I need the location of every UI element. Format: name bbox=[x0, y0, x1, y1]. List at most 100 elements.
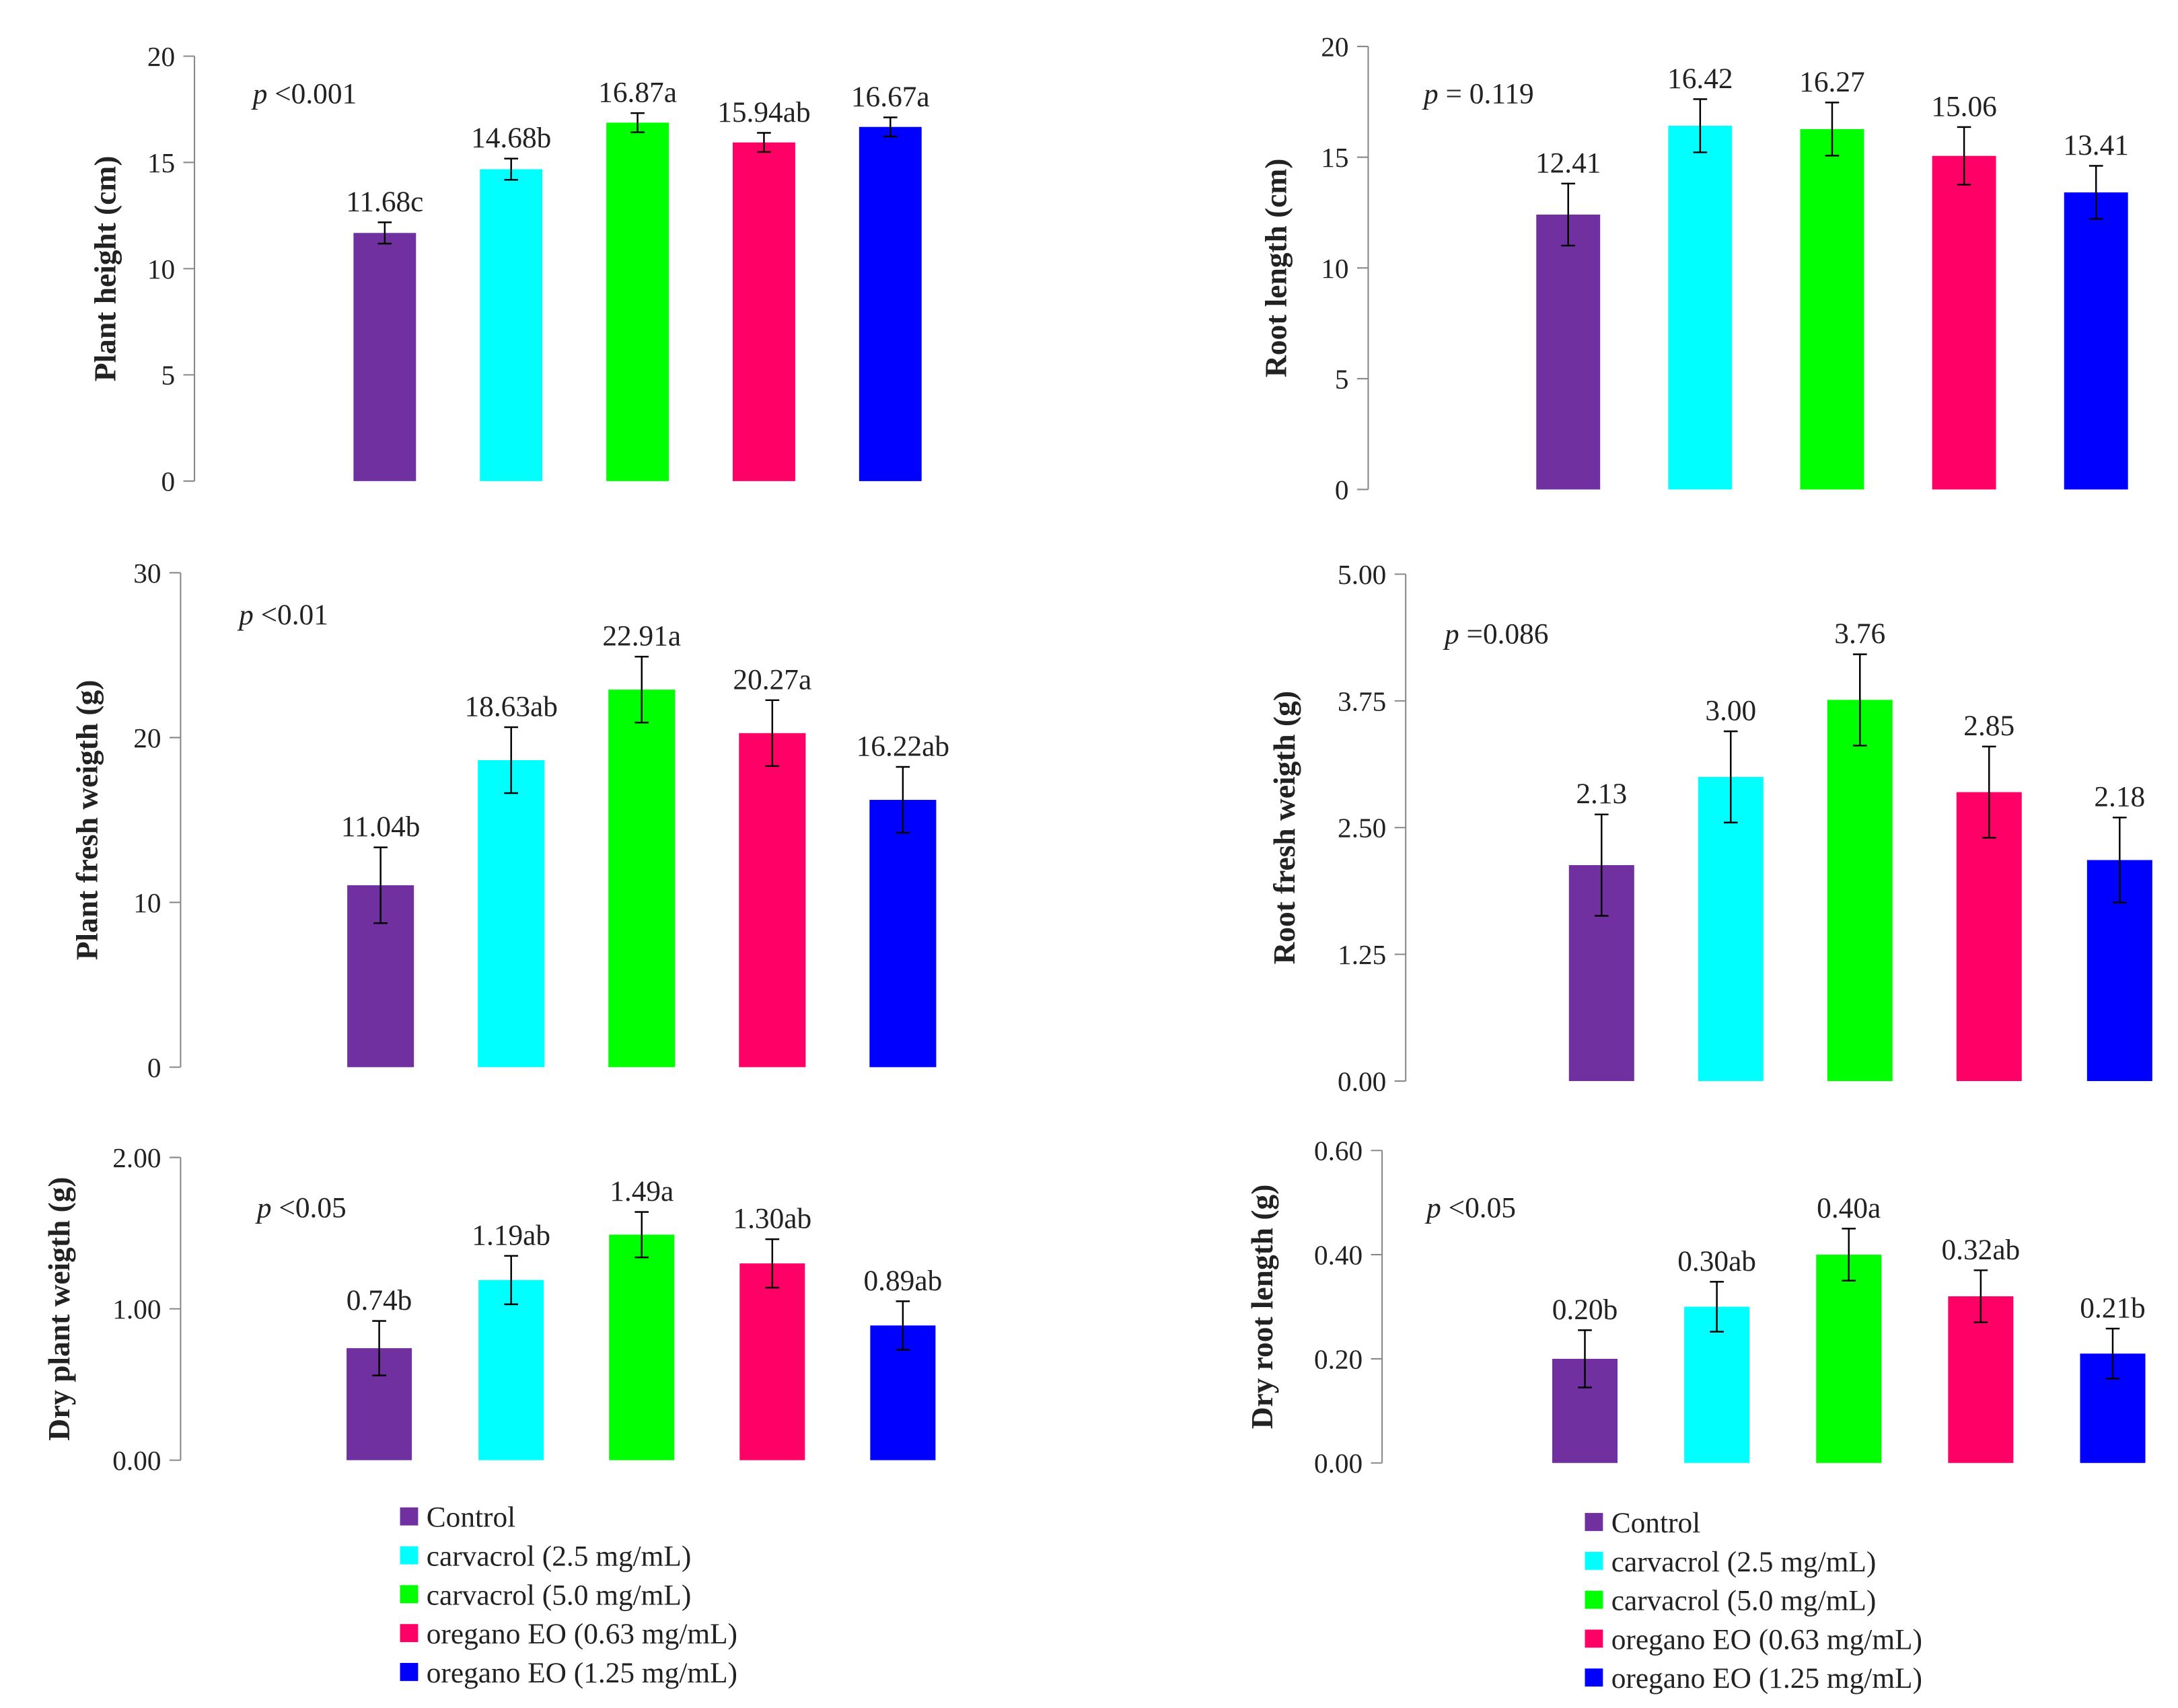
legend-left: Control carvacrol (2.5 mg/mL) carvacrol (5… bbox=[400, 1501, 737, 1689]
y-tick-label: 0.40 bbox=[1314, 1240, 1363, 1271]
p-letter: p bbox=[251, 78, 275, 110]
p-letter: p bbox=[255, 1191, 279, 1224]
legend-item: carvacrol (2.5 mg/mL) bbox=[1611, 1546, 1877, 1578]
data-label: 1.49a bbox=[610, 1175, 674, 1208]
p-value: =0.086 bbox=[1467, 618, 1549, 651]
bar bbox=[739, 1263, 805, 1460]
chart-panel-6: 0.00 0.20 0.40 0.60 Dry root length (g) p <0.… bbox=[1245, 1136, 2146, 1479]
bar bbox=[478, 1279, 544, 1460]
legend-swatch bbox=[1585, 1513, 1603, 1531]
data-label: 0.40a bbox=[1817, 1192, 1881, 1224]
bar bbox=[1816, 1255, 1882, 1463]
legend-right: Control carvacrol (2.5 mg/mL) carvacrol (5… bbox=[1585, 1507, 1922, 1695]
y-tick-label: 15 bbox=[1321, 142, 1348, 173]
y-tick-label: 0.00 bbox=[112, 1445, 161, 1476]
y-tick-label: 0.00 bbox=[1314, 1448, 1363, 1479]
legend-swatch bbox=[1585, 1551, 1603, 1570]
y-tick-label: 2.00 bbox=[112, 1142, 161, 1173]
data-label: 18.63ab bbox=[464, 690, 557, 722]
data-label: 12.41 bbox=[1535, 147, 1601, 179]
data-label: 2.18 bbox=[2094, 781, 2145, 813]
y-tick-label: 10 bbox=[147, 254, 175, 285]
y-tick-label: 5 bbox=[1335, 363, 1349, 394]
bar bbox=[606, 122, 669, 482]
y-tick-label: 0 bbox=[161, 466, 175, 497]
data-label: 14.68b bbox=[471, 122, 551, 154]
y-tick-label: 3.75 bbox=[1338, 685, 1386, 716]
legend-swatch bbox=[400, 1546, 419, 1565]
data-label: 1.19ab bbox=[472, 1219, 550, 1251]
chart-panel-4: 0.00 1.25 2.50 3.75 5.00 Root fresh weigth (g… bbox=[1268, 559, 2152, 1097]
y-tick-label: 1.00 bbox=[112, 1294, 161, 1325]
data-label: 16.87a bbox=[598, 77, 677, 109]
bar bbox=[1698, 776, 1764, 1082]
data-label: 0.32ab bbox=[1941, 1234, 2020, 1266]
y-axis-label: Dry plant weigth (g) bbox=[42, 1177, 76, 1440]
bar bbox=[1800, 128, 1864, 490]
bar bbox=[1948, 1296, 2014, 1463]
y-axis-label: Dry root length (g) bbox=[1245, 1185, 1279, 1429]
bar bbox=[1956, 792, 2022, 1082]
legend-swatch bbox=[1585, 1629, 1603, 1648]
bar bbox=[732, 142, 795, 482]
legend-item: oregano EO (1.25 mg/mL) bbox=[427, 1657, 737, 1689]
y-tick-label: 20 bbox=[133, 722, 161, 753]
y-axis-label: Plant height (cm) bbox=[88, 156, 122, 381]
legend-item: Control bbox=[1611, 1507, 1700, 1539]
p-value: <0.001 bbox=[275, 78, 357, 110]
p-letter: p bbox=[1424, 1191, 1449, 1224]
data-label: 16.22ab bbox=[857, 731, 949, 763]
p-value-annotation: p <0.01 bbox=[237, 599, 328, 631]
data-label: 11.04b bbox=[341, 811, 421, 843]
legend-item: Control bbox=[427, 1501, 515, 1534]
data-label: 1.30ab bbox=[733, 1203, 811, 1235]
data-label: 3.76 bbox=[1834, 618, 1885, 650]
y-tick-label: 5 bbox=[161, 360, 175, 391]
legend-swatch bbox=[1585, 1668, 1603, 1687]
bar bbox=[478, 759, 545, 1068]
y-tick-label: 10 bbox=[133, 887, 161, 918]
y-axis-label: Root fresh weigth (g) bbox=[1268, 691, 1301, 964]
y-tick-label: 0 bbox=[147, 1052, 161, 1083]
data-label: 0.74b bbox=[347, 1284, 412, 1316]
bar bbox=[1536, 214, 1601, 490]
bar bbox=[1932, 155, 1996, 490]
legend-item: carvacrol (2.5 mg/mL) bbox=[427, 1540, 692, 1573]
p-letter: p bbox=[1443, 618, 1467, 651]
data-label: 3.00 bbox=[1705, 695, 1756, 727]
legend-swatch bbox=[400, 1507, 419, 1526]
y-tick-label: 10 bbox=[1321, 253, 1348, 284]
p-letter: p bbox=[237, 599, 261, 631]
chart-panel-2: 0 5 10 15 20 Root length (cm) p = 0.119 12.41 16… bbox=[1260, 31, 2129, 505]
data-label: 16.42 bbox=[1667, 63, 1733, 95]
data-label: 2.13 bbox=[1576, 778, 1627, 810]
p-value-annotation: p =0.086 bbox=[1443, 618, 1548, 651]
p-letter: p bbox=[1422, 78, 1446, 110]
p-value-annotation: p = 0.119 bbox=[1422, 78, 1534, 110]
data-label: 15.06 bbox=[1931, 90, 1997, 122]
bar bbox=[2064, 192, 2128, 490]
p-value: = 0.119 bbox=[1446, 78, 1534, 110]
p-value-annotation: p <0.05 bbox=[1424, 1191, 1516, 1224]
legend-swatch bbox=[400, 1585, 419, 1604]
data-label: 0.89ab bbox=[863, 1265, 942, 1297]
y-tick-label: 30 bbox=[133, 558, 161, 589]
chart-panel-5: 0.00 1.00 2.00 Dry plant weigth (g) p <0.05 0… bbox=[42, 1142, 942, 1476]
y-tick-label: 0.60 bbox=[1314, 1136, 1363, 1166]
p-value: <0.01 bbox=[261, 599, 328, 631]
bar bbox=[353, 233, 416, 482]
y-tick-label: 1.25 bbox=[1338, 939, 1386, 970]
y-tick-label: 15 bbox=[147, 147, 175, 178]
data-label: 2.85 bbox=[1963, 710, 2014, 742]
data-label: 0.30ab bbox=[1677, 1245, 1756, 1277]
y-tick-label: 5.00 bbox=[1338, 559, 1386, 590]
y-tick-label: 20 bbox=[1321, 31, 1348, 62]
p-value: <0.05 bbox=[279, 1191, 346, 1224]
bar bbox=[608, 690, 676, 1068]
y-axis-label: Plant fresh weigth (g) bbox=[71, 680, 104, 961]
legend-swatch bbox=[400, 1663, 419, 1681]
y-tick-label: 0.00 bbox=[1338, 1066, 1386, 1097]
legend-item: carvacrol (5.0 mg/mL) bbox=[427, 1579, 692, 1611]
data-label: 22.91a bbox=[602, 620, 681, 653]
